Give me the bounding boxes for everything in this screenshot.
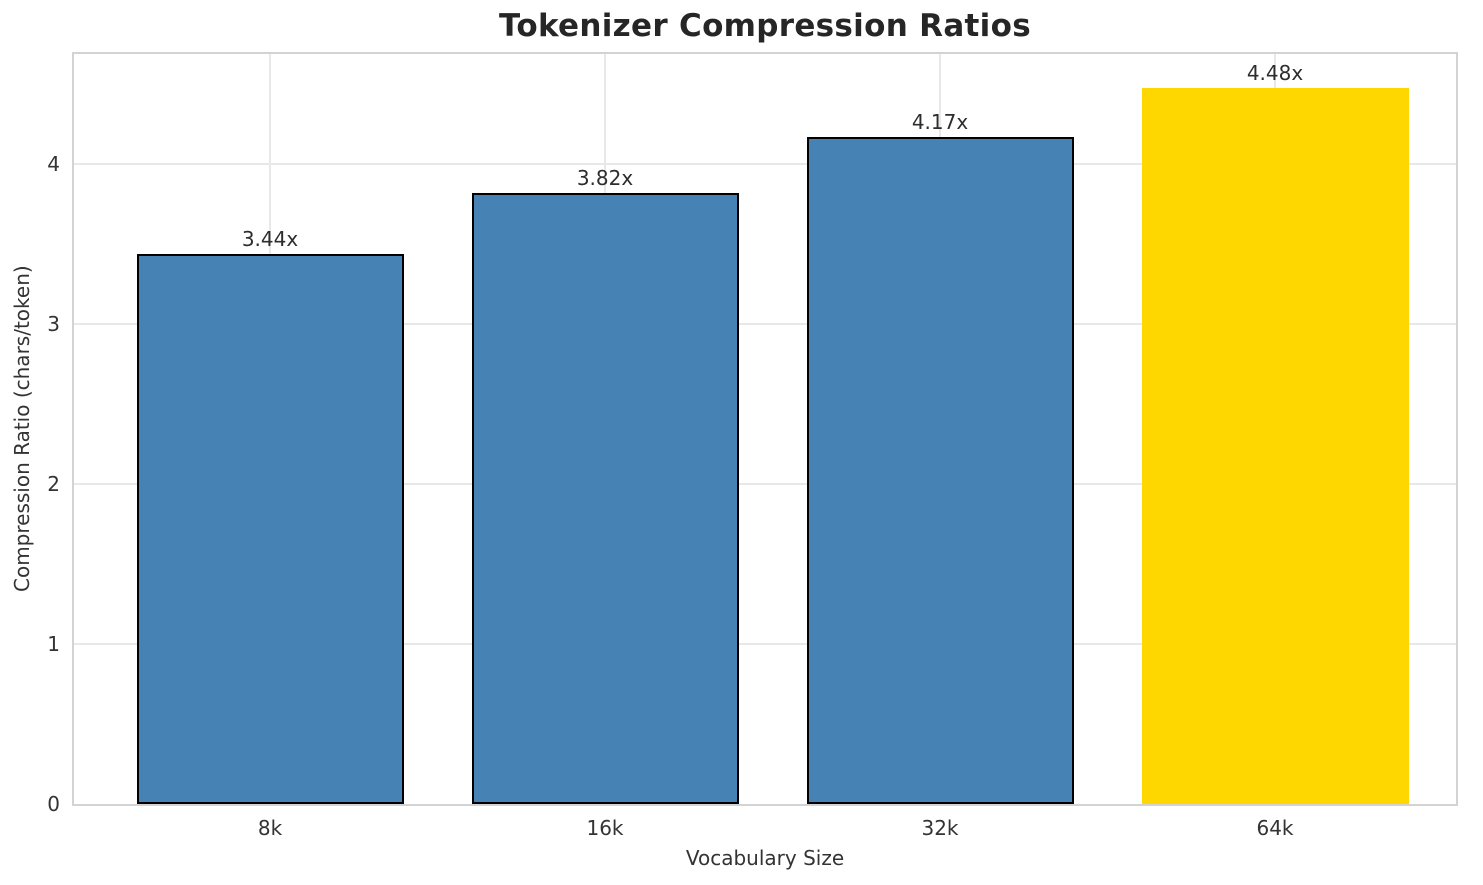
gridline-horizontal (74, 643, 1456, 646)
gridline-horizontal (74, 323, 1456, 326)
x-tick-label-16k: 16k (586, 816, 624, 840)
bar-value-label-8k: 3.44x (241, 226, 299, 251)
bar-value-label-32k: 4.17x (911, 110, 969, 135)
y-tick-label-3: 3 (47, 312, 60, 337)
bar-value-label-16k: 3.82x (576, 166, 634, 191)
bar-value-label-64k: 4.48x (1246, 60, 1304, 85)
bar-32k (806, 137, 1074, 804)
gridline-horizontal (74, 483, 1456, 486)
y-tick-label-1: 1 (47, 632, 60, 657)
bar-16k (471, 193, 739, 804)
plot-area: Compression Ratio (chars/token) Vocabula… (10, 52, 1458, 870)
x-axis-label: Vocabulary Size (685, 846, 845, 870)
x-tick-label-8k: 8k (257, 816, 283, 840)
bar-64k (1141, 87, 1409, 804)
x-tick-label-32k: 32k (921, 816, 959, 840)
gridline-horizontal (74, 163, 1456, 166)
y-axis-label: Compression Ratio (chars/token) (10, 265, 34, 593)
bar-8k (136, 253, 404, 804)
y-tick-label-0: 0 (47, 792, 60, 816)
y-tick-label-2: 2 (47, 472, 60, 497)
x-tick-label-64k: 64k (1256, 816, 1294, 840)
chart-title: Tokenizer Compression Ratios (499, 8, 1031, 44)
y-tick-label-4: 4 (47, 152, 60, 177)
